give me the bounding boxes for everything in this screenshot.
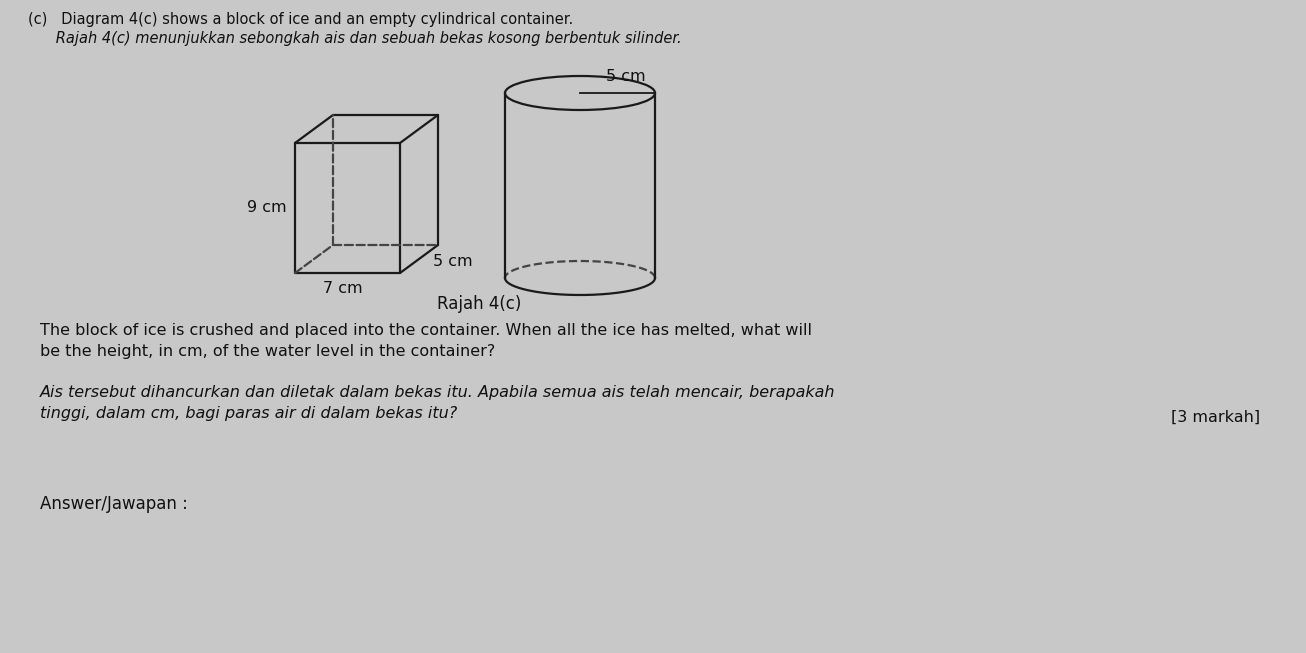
Text: 9 cm: 9 cm xyxy=(247,200,287,215)
Text: The block of ice is crushed and placed into the container. When all the ice has : The block of ice is crushed and placed i… xyxy=(40,323,812,359)
Text: Ais tersebut dihancurkan dan diletak dalam bekas itu. Apabila semua ais telah me: Ais tersebut dihancurkan dan diletak dal… xyxy=(40,385,836,421)
Text: (c)   Diagram 4(c) shows a block of ice and an empty cylindrical container.: (c) Diagram 4(c) shows a block of ice an… xyxy=(27,12,573,27)
Text: Rajah 4(c): Rajah 4(c) xyxy=(436,295,521,313)
Text: 5 cm: 5 cm xyxy=(434,253,473,268)
Text: Answer/Jawapan :: Answer/Jawapan : xyxy=(40,495,188,513)
Text: 5 cm: 5 cm xyxy=(606,69,645,84)
Text: 7 cm: 7 cm xyxy=(323,281,362,296)
Text: Rajah 4(c) menunjukkan sebongkah ais dan sebuah bekas kosong berbentuk silinder.: Rajah 4(c) menunjukkan sebongkah ais dan… xyxy=(27,31,682,46)
Text: [3 markah]: [3 markah] xyxy=(1171,410,1260,425)
